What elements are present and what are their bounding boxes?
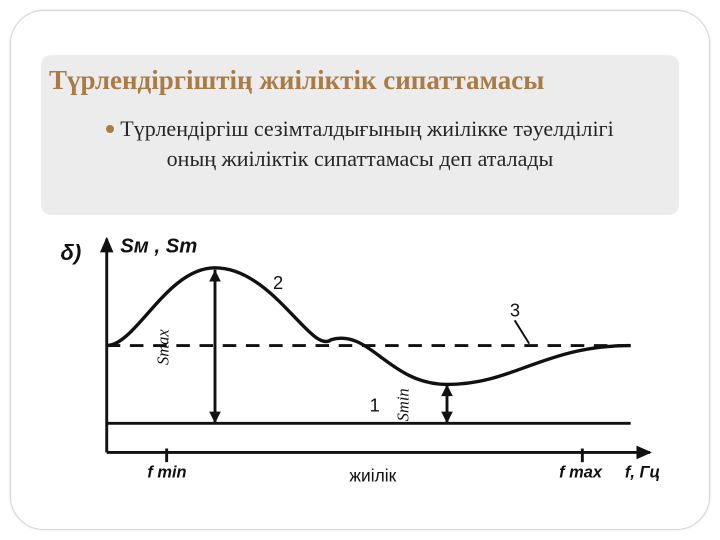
frequency-chart: δ) Sм , Sт Smax Smin 2 1 3 f min f max f, Гц жиілі…	[41, 229, 679, 501]
slide-body-text: Түрлендіргіш сезімталдығының жиілікке тә…	[41, 110, 679, 173]
svg-text:Sм , Sт: Sм , Sт	[120, 235, 197, 257]
svg-text:3: 3	[510, 299, 520, 320]
chart-labels: δ) Sм , Sт Smax Smin 2 1 3 f min f max f, Гц жиілі…	[60, 235, 660, 485]
chart-axes	[100, 237, 652, 459]
svg-text:жиілік: жиілік	[349, 466, 396, 486]
header-block: Түрлендіргіштің жиіліктік сипаттамасы Тү…	[41, 55, 679, 215]
bullet-icon	[106, 125, 114, 133]
slide-frame: Түрлендіргіштің жиіліктік сипаттамасы Тү…	[10, 10, 710, 530]
svg-text:f max: f max	[559, 464, 603, 482]
slide-title: Түрлендіргіштің жиіліктік сипаттамасы	[41, 55, 679, 110]
svg-text:δ): δ)	[60, 240, 81, 265]
svg-text:f min: f min	[147, 464, 186, 482]
body-text-content: Түрлендіргіш сезімталдығының жиілікке тә…	[120, 116, 613, 171]
svg-text:2: 2	[273, 272, 283, 293]
svg-text:1: 1	[370, 395, 380, 416]
svg-text:Smin: Smin	[393, 388, 412, 421]
chart-svg: δ) Sм , Sт Smax Smin 2 1 3 f min f max f, Гц жиілі…	[41, 229, 679, 501]
svg-text:Smax: Smax	[154, 329, 173, 365]
response-curve-2	[107, 268, 631, 385]
svg-text:f, Гц: f, Гц	[625, 464, 660, 482]
